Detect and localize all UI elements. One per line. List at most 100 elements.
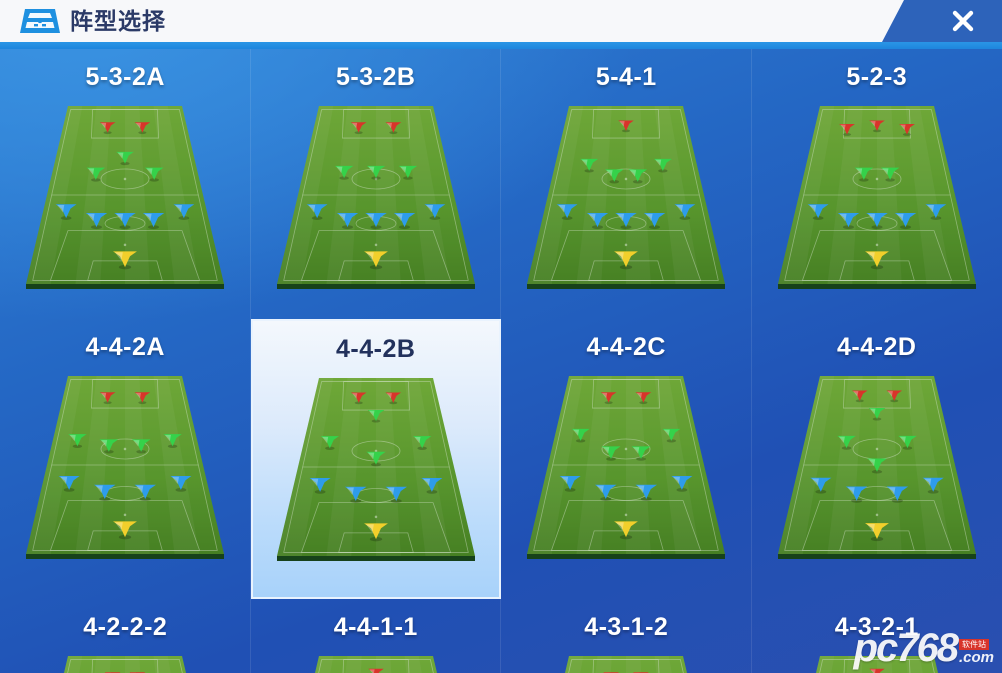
player-marker [367,409,385,423]
player-marker [100,392,116,405]
formation-pitch-preview [521,368,731,564]
pitch-diagram [276,378,475,561]
player-marker [837,435,856,450]
formation-card-5-2-3[interactable]: 5-2-3 [752,49,1002,319]
player-marker [344,486,367,503]
player-marker [614,251,639,270]
player-marker [556,204,578,220]
player-marker [601,392,617,405]
formation-card-5-3-2b[interactable]: 5-3-2B [251,49,502,319]
pitch-diagram [527,376,726,559]
player-marker [807,204,829,220]
pitch-diagram [64,656,187,673]
player-marker [132,439,151,454]
player-marker [173,204,195,220]
player-marker [851,390,868,403]
player-marker [350,392,367,405]
close-button-region [882,0,1002,42]
player-marker [170,475,192,492]
player-marker [350,122,367,135]
player-marker [595,484,617,501]
player-marker [571,428,590,443]
player-marker [368,668,384,673]
player-marker [869,668,885,673]
player-marker [635,392,652,405]
player-marker [654,158,673,173]
player-marker [366,451,386,467]
player-marker [922,477,944,494]
formation-card-4-4-2c[interactable]: 4-4-2C [501,319,752,599]
player-marker [86,212,108,230]
formation-label: 4-2-2-2 [83,613,168,641]
player-marker [614,521,639,540]
formation-card-4-3-2-1[interactable]: 4-3-2-1 [752,599,1002,673]
player-marker [868,120,885,133]
pitch-diagram [26,106,225,289]
player-marker [662,428,681,443]
formation-pitch-preview [20,648,230,673]
formation-pitch-preview [772,98,982,294]
formation-label: 5-2-3 [846,63,908,91]
pitch-diagram [777,376,976,559]
player-marker [134,122,151,135]
player-marker [580,158,599,173]
formation-label: 4-4-2B [336,335,416,363]
formation-card-4-4-2a[interactable]: 4-4-2A [0,319,251,599]
formation-card-4-4-1-1[interactable]: 4-4-1-1 [251,599,502,673]
formation-card-5-4-1[interactable]: 5-4-1 [501,49,752,319]
player-marker [845,486,868,503]
player-marker [866,212,888,230]
pitch-diagram [527,106,726,289]
player-marker [113,251,138,270]
formation-card-4-3-1-2[interactable]: 4-3-1-2 [501,599,752,673]
player-marker [365,212,387,230]
player-marker [114,212,136,230]
formation-pitch-icon [18,6,62,36]
formation-pitch-preview [20,98,230,294]
player-marker [366,165,385,180]
close-icon[interactable] [948,6,978,36]
header-accent-bar [0,42,1002,49]
pitch-diagram [777,106,976,289]
formation-pitch-preview [521,648,731,673]
formation-card-5-3-2a[interactable]: 5-3-2A [0,49,251,319]
player-marker [334,165,354,180]
player-marker [363,251,388,270]
player-marker [837,212,859,230]
player-marker [145,167,164,182]
formation-card-4-4-2d[interactable]: 4-4-2D [752,319,1002,599]
player-marker [868,407,886,421]
formation-card-4-2-2-2[interactable]: 4-2-2-2 [0,599,251,673]
player-marker [618,120,635,133]
player-marker [58,475,80,492]
formation-label: 4-4-2A [85,333,165,361]
formation-card-4-4-2b[interactable]: 4-4-2B [250,319,501,599]
player-marker [631,446,651,461]
player-marker [886,486,908,503]
formation-label: 5-3-2B [336,63,416,91]
player-marker [894,212,916,230]
player-marker [559,475,581,492]
formation-label: 5-3-2A [85,63,165,91]
formation-pitch-preview [772,368,982,564]
formation-pitch-preview [20,368,230,564]
formation-label: 5-4-1 [595,63,657,91]
player-marker [55,204,77,220]
close-button-panel [882,0,1002,42]
player-marker [864,251,889,270]
player-marker [385,392,401,405]
formation-grid: 5-3-2A 5-3-2B 5-4-1 5-2-3 4-4-2A 4-4-2B 4-4-2C… [0,49,1002,673]
page-title: 阵型选择 [70,8,166,34]
player-marker [336,212,358,230]
player-marker [309,477,331,494]
player-marker [605,169,624,184]
player-marker [810,477,832,494]
player-marker [898,123,915,136]
player-marker [134,392,151,405]
formation-pitch-preview [271,648,481,673]
player-marker [306,204,328,220]
player-marker [68,434,87,448]
player-marker [866,458,887,474]
formation-label: 4-3-1-2 [584,613,669,641]
formation-pitch-preview [271,370,481,566]
